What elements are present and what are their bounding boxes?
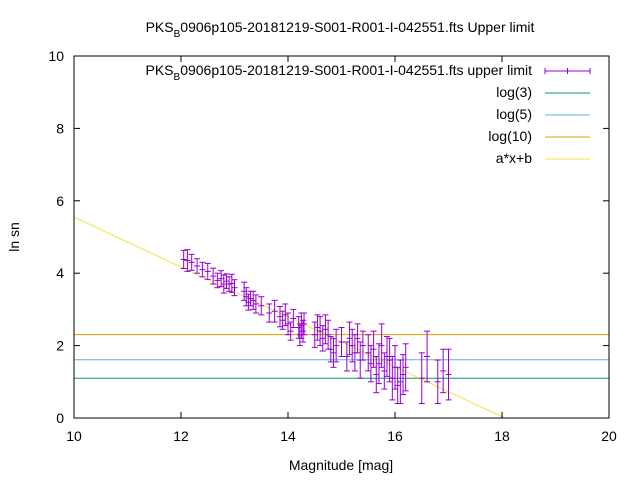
- data-point: [383, 336, 390, 377]
- chart-title: PKSB0906p105-20181219-S001-R001-I-042551…: [146, 19, 535, 40]
- data-point: [343, 341, 350, 372]
- data-point: [228, 273, 235, 293]
- legend-label-upper-limit: PKSB0906p105-20181219-S001-R001-I-042551…: [146, 62, 533, 83]
- data-point: [445, 348, 452, 401]
- data-point: [271, 299, 278, 323]
- legend: PKSB0906p105-20181219-S001-R001-I-042551…: [146, 62, 591, 166]
- data-point: [319, 325, 326, 352]
- data-point: [184, 249, 191, 272]
- data-point: [386, 337, 393, 383]
- data-point: [397, 359, 404, 405]
- x-tick-label: 18: [494, 428, 510, 444]
- data-point: [338, 327, 345, 357]
- data-point: [394, 366, 401, 405]
- data-point: [440, 348, 447, 394]
- data-point: [231, 279, 238, 297]
- y-axis-label: ln sn: [6, 222, 22, 252]
- data-point: [354, 323, 361, 354]
- data-point: [314, 314, 321, 341]
- data-point: [204, 262, 211, 280]
- plot-content: [74, 216, 609, 418]
- data-point: [250, 290, 257, 310]
- data-point: [370, 330, 377, 368]
- legend-label-log5: log(5): [496, 106, 532, 122]
- data-point: [365, 334, 372, 372]
- data-point: [317, 316, 324, 347]
- data-point: [325, 319, 332, 350]
- data-point: [287, 321, 294, 341]
- data-point: [375, 343, 382, 385]
- x-tick-label: 16: [387, 428, 403, 444]
- y-tick-label: 8: [56, 120, 64, 136]
- data-point: [199, 261, 206, 278]
- data-point: [389, 355, 396, 401]
- data-point: [290, 308, 297, 328]
- x-tick-label: 14: [280, 428, 296, 444]
- data-point: [282, 303, 289, 327]
- data-point: [378, 323, 385, 368]
- x-axis-label: Magnitude [mag]: [289, 457, 393, 473]
- y-tick-label: 6: [56, 193, 64, 209]
- data-point: [258, 296, 265, 316]
- x-tick-label: 10: [66, 428, 82, 444]
- axis-ticks: 10 12 14 16 18 20 0 2 4 6 8 10: [48, 48, 617, 444]
- y-tick-label: 2: [56, 338, 64, 354]
- data-point: [359, 330, 366, 361]
- data-point: [301, 312, 308, 336]
- data-point: [400, 354, 407, 395]
- data-point: [402, 343, 409, 392]
- data-point: [180, 249, 187, 269]
- plot-frame: [73, 55, 610, 419]
- data-point: [188, 253, 195, 271]
- legend-label-log3: log(3): [496, 84, 532, 100]
- data-point: [424, 330, 431, 383]
- data-point: [252, 294, 259, 314]
- legend-sample-upper-limit: [544, 68, 591, 74]
- y-tick-label: 4: [56, 265, 64, 281]
- data-point: [279, 310, 286, 330]
- data-point: [276, 306, 283, 328]
- data-point: [322, 314, 329, 345]
- x-tick-label: 20: [601, 428, 617, 444]
- data-point: [327, 336, 334, 363]
- data-point: [367, 345, 374, 383]
- data-point: [381, 352, 388, 390]
- y-tick-label: 10: [48, 48, 64, 64]
- data-point: [214, 272, 221, 289]
- data-point: [346, 321, 353, 356]
- data-point: [418, 352, 425, 405]
- data-point: [373, 355, 380, 394]
- data-point: [210, 267, 217, 285]
- data-point: [330, 337, 337, 368]
- legend-label-fit: a*x+b: [496, 150, 532, 166]
- data-point: [194, 258, 201, 274]
- data-point: [266, 303, 273, 323]
- y-tick-label: 0: [56, 410, 64, 426]
- data-point: [333, 328, 340, 363]
- legend-label-log10: log(10): [488, 128, 532, 144]
- data-point: [220, 274, 227, 294]
- data-point: [226, 276, 233, 292]
- plot-area: [74, 216, 609, 418]
- data-point: [223, 273, 230, 289]
- data-point: [311, 321, 318, 348]
- data-point: [434, 359, 441, 405]
- x-tick-label: 12: [173, 428, 189, 444]
- series-line-fit: [74, 216, 505, 418]
